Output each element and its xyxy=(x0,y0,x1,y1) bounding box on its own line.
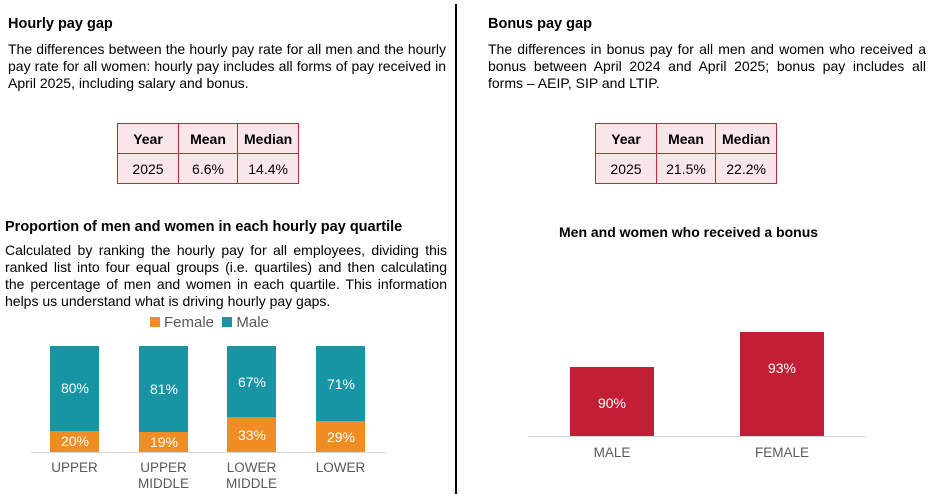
data-label: 93% xyxy=(767,360,797,377)
hourly-pay-gap-table: Year Mean Median 2025 6.6% 14.4% xyxy=(117,123,300,184)
th-median: Median xyxy=(236,123,300,154)
bonus-axis-line xyxy=(528,436,866,437)
td-mean: 6.6% xyxy=(178,153,238,184)
data-label-female: 19% xyxy=(149,433,179,450)
data-label-male: 80% xyxy=(60,380,90,397)
data-label: 90% xyxy=(597,394,627,411)
th-median: Median xyxy=(714,123,778,154)
female-swatch xyxy=(150,317,160,327)
quartile-description: Calculated by ranking the hourly pay for… xyxy=(5,242,447,309)
legend-male: Male xyxy=(236,314,269,331)
bar-female-1 xyxy=(139,431,188,452)
bonus-chart-title: Men and women who received a bonus xyxy=(559,224,819,240)
chart-legend: Female Male xyxy=(150,314,269,331)
bar-male xyxy=(570,366,654,436)
td-year: 2025 xyxy=(117,153,179,184)
bar-male-0 xyxy=(50,346,99,431)
hourly-pay-gap-description: The differences between the hourly pay r… xyxy=(8,41,446,91)
legend-female: Female xyxy=(164,314,215,331)
bonus-pay-gap-description: The differences in bonus pay for all men… xyxy=(488,41,926,91)
data-label-male: 71% xyxy=(326,375,356,392)
x-tick-label: LOWER MIDDLE xyxy=(225,460,277,491)
data-label-male: 81% xyxy=(149,380,179,397)
td-median: 14.4% xyxy=(236,153,300,184)
x-tick-label: LOWER xyxy=(315,460,366,475)
data-label-female: 20% xyxy=(60,433,90,450)
th-year: Year xyxy=(595,123,657,154)
bar-female-3 xyxy=(316,421,365,452)
bonus-pay-gap-title: Bonus pay gap xyxy=(488,16,592,32)
th-mean: Mean xyxy=(178,123,238,154)
male-swatch xyxy=(222,317,233,327)
bar-male-1 xyxy=(139,346,188,432)
th-mean: Mean xyxy=(656,123,716,154)
data-label-male: 67% xyxy=(237,373,267,390)
th-year: Year xyxy=(117,123,179,154)
x-tick-label: UPPER xyxy=(51,460,98,475)
td-median: 22.2% xyxy=(714,153,778,184)
bar-female-2 xyxy=(227,417,276,452)
bar-female xyxy=(740,332,824,436)
bar-female-0 xyxy=(50,430,99,452)
bonus-pay-gap-table: Year Mean Median 2025 21.5% 22.2% xyxy=(595,123,778,184)
quartile-axis-line xyxy=(31,452,386,453)
data-label-female: 33% xyxy=(237,426,267,443)
bar-male-3 xyxy=(316,346,365,422)
data-label-female: 29% xyxy=(326,428,356,445)
x-tick-label: FEMALE xyxy=(754,445,809,460)
bar-male-2 xyxy=(227,346,276,418)
x-tick-label: UPPER MIDDLE xyxy=(137,460,189,491)
x-tick-label: MALE xyxy=(593,445,631,460)
td-mean: 21.5% xyxy=(656,153,716,184)
column-divider xyxy=(455,4,457,494)
td-year: 2025 xyxy=(595,153,657,184)
hourly-pay-gap-title: Hourly pay gap xyxy=(8,16,113,32)
quartile-title: Proportion of men and women in each hour… xyxy=(5,219,403,235)
